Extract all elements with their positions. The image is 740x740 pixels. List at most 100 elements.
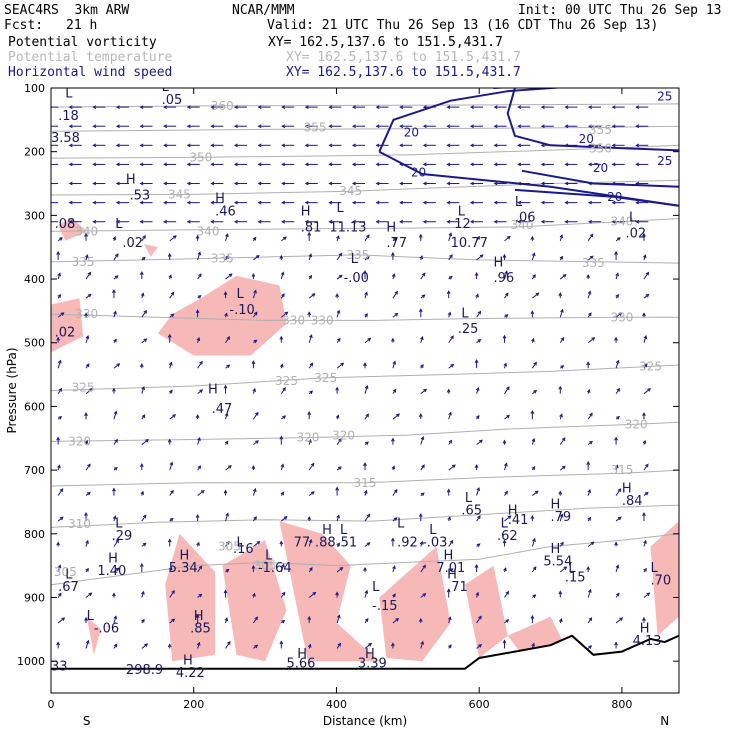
- institution-label: NCAR/MMM: [232, 3, 295, 18]
- wind-arrow-head: [504, 270, 508, 275]
- wind-arrow-head: [394, 312, 399, 317]
- wind-arrow-head: [309, 334, 313, 339]
- wind-arrow-head: [502, 253, 507, 258]
- y-tick-label: 800: [24, 528, 45, 541]
- wind-arrow: [559, 437, 566, 445]
- wind-arrow-head: [224, 412, 229, 417]
- pv-extremum-label: .53: [130, 188, 151, 203]
- theta-label: 310: [68, 517, 91, 531]
- wind-arrow-head: [448, 439, 453, 444]
- wind-arrow: [57, 617, 65, 624]
- wind-arrow-head: [475, 591, 480, 596]
- wind-arrow-head: [393, 517, 398, 521]
- wind-arrow: [253, 616, 258, 624]
- wind-arrow-head: [112, 487, 116, 492]
- wind-arrow-head: [540, 105, 545, 109]
- wind-arrow: [559, 566, 567, 573]
- wind-arrow-head: [563, 566, 568, 570]
- pv-region-8: [464, 565, 508, 658]
- wind-arrow-head: [474, 359, 479, 364]
- wind-arrow-head: [279, 435, 284, 440]
- wind-arrow-head: [589, 255, 594, 260]
- wind-arrow-head: [186, 200, 191, 205]
- wind-arrow-head: [171, 590, 175, 594]
- wind-arrow-head: [530, 515, 535, 519]
- wind-arrow-head: [517, 124, 522, 129]
- wind-arrow-head: [163, 219, 168, 224]
- wind-arrow-head: [46, 125, 49, 128]
- wind-arrow-head: [643, 363, 648, 368]
- wind-arrow-head: [143, 338, 148, 342]
- wind-arrow-head: [281, 181, 286, 186]
- wind-arrow-head: [308, 274, 313, 279]
- pv-extremum-label: H: [551, 497, 561, 512]
- wind-arrow-head: [46, 182, 49, 185]
- wind-arrow-head: [198, 593, 203, 598]
- wind-arrow-head: [375, 105, 380, 109]
- wind-arrow-head: [328, 143, 333, 148]
- theta-contour-315: [51, 469, 679, 487]
- wind-arrow-head: [391, 537, 395, 542]
- wind-arrow-head: [448, 275, 453, 280]
- pv-extremum-label: H: [297, 647, 307, 662]
- wind-arrow-head: [477, 515, 481, 520]
- wind-arrow: [169, 414, 176, 420]
- theta-contour-330: [51, 313, 679, 321]
- wind-arrow-head: [493, 143, 498, 148]
- wind-arrow-head: [139, 143, 144, 148]
- pv-extremum-label: .06: [515, 211, 536, 226]
- wind-arrow: [85, 388, 93, 395]
- pv-extremum-label: -.00: [344, 271, 369, 286]
- wind-arrow-head: [336, 514, 340, 519]
- wind-arrow-head: [399, 162, 404, 167]
- wind-arrow-head: [115, 567, 120, 572]
- wind-arrow-head: [564, 200, 569, 205]
- x-tick-label: 0: [48, 698, 55, 711]
- wind-arrow-head: [475, 414, 480, 419]
- wind-arrow-head: [335, 386, 339, 391]
- wind-arrow-head: [421, 294, 426, 299]
- wind-arrow-head: [338, 274, 343, 279]
- wind-arrow-head: [163, 124, 168, 129]
- wind-arrow-head: [504, 292, 509, 297]
- wind-arrow-head: [167, 438, 172, 443]
- wind-arrow: [643, 388, 651, 395]
- wind-arrow-head: [611, 105, 616, 109]
- wind-arrow-head: [588, 162, 592, 167]
- wind-arrow-head: [558, 385, 563, 390]
- pv-extremum-label: 5.54: [543, 555, 572, 570]
- wind-arrow-head: [256, 540, 261, 545]
- wind-arrow: [225, 641, 231, 649]
- wind-arrow-head: [46, 163, 49, 166]
- y-tick-label: 400: [24, 273, 45, 286]
- wind-arrow-head: [366, 234, 370, 239]
- wind-arrow-head: [591, 337, 596, 341]
- wind-arrow-head: [644, 491, 649, 496]
- wind-arrow: [532, 292, 539, 299]
- wind-arrow-head: [56, 250, 61, 255]
- wind-arrow-head: [449, 539, 454, 544]
- wind-arrow-head: [564, 181, 569, 186]
- wind-arrow-head: [540, 181, 545, 186]
- wind-arrow-head: [611, 124, 616, 129]
- wind-arrow-head: [642, 412, 646, 417]
- wind-arrow-head: [84, 439, 89, 444]
- pv-extremum-label: 5.66: [287, 657, 316, 672]
- wind-arrow-head: [375, 200, 380, 205]
- wind-arrow-head: [503, 362, 508, 367]
- wind-arrow: [280, 564, 285, 573]
- wind-arrow: [504, 236, 511, 242]
- wind-arrow: [169, 590, 175, 598]
- pv-extremum-label: H: [551, 542, 561, 557]
- wind-arrow-head: [611, 200, 616, 205]
- wind-arrow: [169, 235, 177, 242]
- wind-arrow: [559, 274, 567, 280]
- wind-arrow-head: [304, 181, 309, 186]
- wind-arrow-head: [113, 643, 118, 648]
- wind-arrow-head: [530, 410, 535, 415]
- terrain-line: [51, 634, 679, 670]
- wind-arrow-head: [399, 219, 404, 224]
- wind-arrow-head: [304, 105, 309, 109]
- wind-arrow: [225, 336, 230, 344]
- wind-arrow-head: [168, 566, 173, 571]
